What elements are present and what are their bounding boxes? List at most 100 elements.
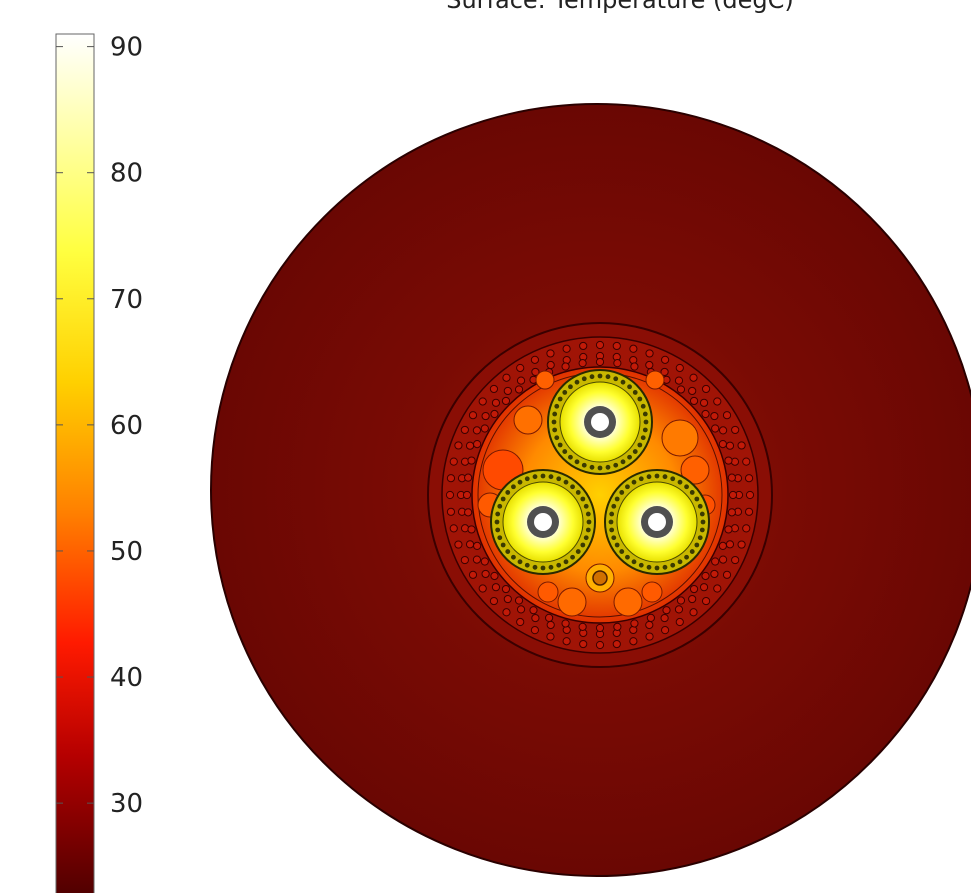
screen-wire bbox=[524, 562, 530, 568]
screen-wire bbox=[511, 484, 516, 490]
armour-wire bbox=[675, 617, 684, 627]
armour-wire bbox=[711, 557, 720, 566]
screen-wire bbox=[557, 442, 563, 448]
armour-wire bbox=[490, 409, 499, 419]
screen-wire bbox=[642, 411, 648, 417]
armour-wire bbox=[595, 357, 605, 367]
colorbar-gradient bbox=[55, 33, 95, 893]
armour-wire bbox=[613, 359, 622, 368]
armour-wire bbox=[467, 456, 476, 465]
screen-wire bbox=[640, 403, 646, 409]
screen-wire bbox=[500, 542, 506, 548]
armour-wire bbox=[489, 596, 499, 606]
screen-wire bbox=[540, 565, 546, 571]
armour-wire bbox=[468, 411, 478, 420]
screen-wire bbox=[620, 459, 626, 465]
screen-wire bbox=[495, 527, 501, 533]
armour-wire bbox=[612, 639, 621, 649]
screen-wire bbox=[548, 474, 554, 480]
conductor bbox=[534, 513, 552, 531]
armour-wire bbox=[660, 355, 670, 364]
screen-wire bbox=[613, 376, 619, 382]
armour-wire bbox=[481, 569, 490, 579]
armour-wire bbox=[688, 386, 697, 396]
screen-wire bbox=[625, 484, 630, 490]
armour-wire bbox=[545, 613, 554, 622]
screen-wire bbox=[497, 503, 503, 509]
screen-wire bbox=[632, 390, 638, 395]
armour-wire bbox=[531, 367, 540, 377]
screen-wire bbox=[637, 396, 643, 402]
colorbar-tick-label: 60 bbox=[110, 411, 143, 441]
screen-wire bbox=[552, 411, 558, 417]
screen-wire bbox=[562, 390, 568, 395]
armour-wire bbox=[645, 360, 654, 370]
armour-wire bbox=[727, 508, 736, 517]
armour-wire bbox=[722, 570, 732, 579]
screen-wire bbox=[638, 476, 644, 482]
screen-wire bbox=[684, 554, 689, 560]
screen-wire bbox=[689, 549, 695, 554]
filler-rod bbox=[680, 455, 710, 485]
armour-wires bbox=[445, 340, 755, 650]
cable-cross-section bbox=[210, 103, 971, 877]
screen-wire bbox=[563, 479, 569, 485]
armour-wire bbox=[501, 396, 511, 406]
armour-wire bbox=[688, 594, 697, 604]
screen-wire bbox=[597, 465, 603, 471]
screen-wire bbox=[586, 519, 592, 525]
screen-wire bbox=[570, 484, 575, 490]
armour-wire bbox=[645, 620, 654, 630]
armour-wire bbox=[701, 409, 710, 419]
screen-wire bbox=[575, 490, 581, 495]
armour-wire bbox=[446, 474, 456, 483]
armour-wire bbox=[731, 425, 740, 435]
screen-wire bbox=[500, 496, 506, 502]
armour-wire bbox=[503, 386, 512, 396]
armour-wire bbox=[561, 362, 570, 371]
armour-wire bbox=[742, 524, 751, 533]
armour-wire bbox=[481, 411, 490, 421]
screen-wire bbox=[580, 496, 586, 502]
screen-wire bbox=[554, 403, 560, 409]
armour-wire bbox=[595, 640, 605, 650]
screen-wire bbox=[532, 474, 538, 480]
screen-wire bbox=[556, 562, 562, 568]
screen-wire bbox=[699, 527, 705, 533]
colorbar-tick-label: 90 bbox=[110, 33, 143, 63]
armour-wire bbox=[689, 608, 698, 617]
screen-wire bbox=[552, 427, 558, 433]
screen-wire bbox=[557, 396, 563, 402]
armour-wire bbox=[445, 490, 455, 500]
screen-wire bbox=[697, 535, 703, 541]
colorbar-ticks: 30 40 50 60 70 80 90 bbox=[56, 33, 143, 819]
screen-wire bbox=[511, 554, 516, 560]
armour-wire bbox=[454, 441, 463, 450]
armour-wire bbox=[502, 373, 511, 382]
armour-wire bbox=[579, 341, 588, 351]
armour-wire bbox=[562, 637, 571, 646]
armour-wire bbox=[490, 571, 499, 581]
armour-wire bbox=[645, 632, 654, 641]
armour-wire bbox=[701, 571, 710, 581]
screen-wire bbox=[638, 562, 644, 568]
armour-wire bbox=[478, 584, 487, 593]
armour-wire bbox=[710, 569, 719, 579]
screen-wire bbox=[562, 449, 568, 454]
armour-wire bbox=[530, 626, 540, 635]
armour-wire bbox=[744, 474, 754, 483]
armour-wire bbox=[629, 625, 638, 635]
armour-wire bbox=[460, 457, 470, 466]
armour-wire bbox=[689, 396, 699, 406]
screen-wire bbox=[611, 535, 617, 541]
filler-rod bbox=[557, 587, 587, 617]
armour-wire bbox=[579, 639, 588, 649]
screen-wire bbox=[556, 476, 562, 482]
screen-wire bbox=[495, 511, 501, 517]
armour-wire bbox=[516, 376, 526, 385]
screen-wire bbox=[619, 549, 625, 554]
screen-wire bbox=[699, 511, 705, 517]
armour-wire bbox=[745, 490, 755, 500]
armour-wire bbox=[730, 524, 740, 533]
armour-wire bbox=[578, 622, 587, 631]
